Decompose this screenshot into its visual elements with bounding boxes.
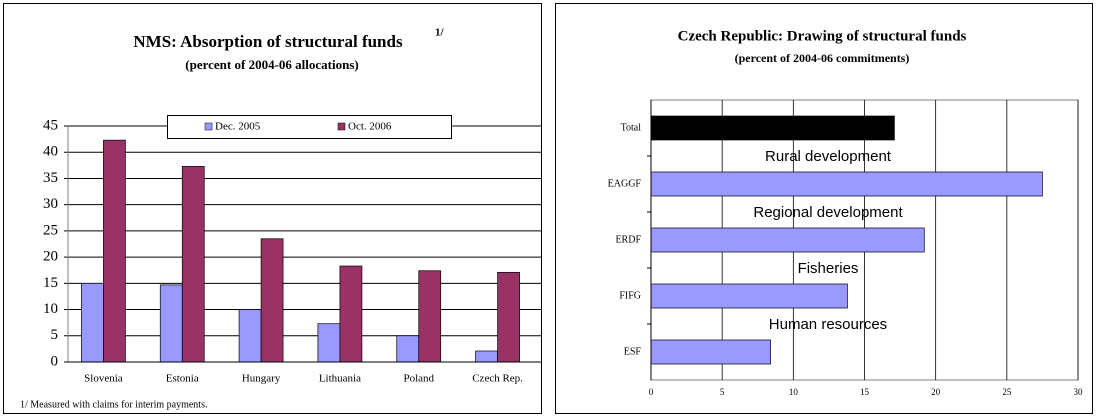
chart-subtitle: (percent of 2004-06 commitments) <box>735 51 910 65</box>
y-tick-label: EAGGF <box>608 178 642 189</box>
x-tick-label: 15 <box>860 387 870 397</box>
bar <box>418 270 442 363</box>
legend-swatch <box>204 122 213 131</box>
bar <box>260 238 284 363</box>
x-tick-label: Estonia <box>166 373 199 385</box>
y-tick-label: 0 <box>51 353 59 369</box>
annotation: Human resources <box>769 316 887 333</box>
x-tick-label: 5 <box>720 387 725 397</box>
y-tick-label: 5 <box>51 327 59 343</box>
bar <box>238 309 262 363</box>
bar <box>81 282 104 363</box>
x-tick-label: 0 <box>649 387 654 397</box>
bar <box>650 283 848 309</box>
x-tick-label: 10 <box>789 387 799 397</box>
x-tick-label: 20 <box>931 387 941 397</box>
y-tick-label: 35 <box>43 170 58 186</box>
y-tick-label: 20 <box>43 249 58 265</box>
x-tick-label: Lithuania <box>319 373 361 385</box>
y-tick-label: ERDF <box>615 234 641 245</box>
bar <box>650 171 1043 197</box>
x-tick-label: 25 <box>1002 387 1012 397</box>
y-tick-label: Total <box>621 122 642 133</box>
x-tick-label: Poland <box>403 373 434 385</box>
bar <box>497 271 520 363</box>
y-tick-label: 40 <box>43 144 58 160</box>
legend-swatch <box>337 122 346 131</box>
annotation: Regional development <box>753 204 903 221</box>
x-tick-label: Czech Rep. <box>472 373 523 385</box>
x-tick-label: Slovenia <box>84 373 123 385</box>
bar <box>650 115 895 141</box>
bar <box>475 350 498 363</box>
y-tick-label: FIFG <box>619 290 641 301</box>
y-tick-label: 45 <box>43 117 58 133</box>
annotation: Rural development <box>765 148 892 165</box>
y-tick-label: 25 <box>43 222 58 238</box>
chart-title: NMS: Absorption of structural funds <box>133 32 403 51</box>
legend-label: Oct. 2006 <box>348 121 392 133</box>
annotation: Fisheries <box>798 260 859 277</box>
y-tick-label: 15 <box>43 275 58 291</box>
y-tick-label: 10 <box>43 301 58 317</box>
title-note: 1/ <box>435 27 445 39</box>
legend-label: Dec. 2005 <box>215 121 261 133</box>
bar <box>650 339 771 365</box>
bar <box>181 166 205 363</box>
footnote: 1/ Measured with claims for interim paym… <box>20 399 207 410</box>
bar <box>103 139 126 363</box>
bar <box>339 265 363 363</box>
chart-title: Czech Republic: Drawing of structural fu… <box>678 28 967 44</box>
y-tick-label: 30 <box>43 196 58 212</box>
legend-box <box>167 115 452 139</box>
bar <box>317 323 341 363</box>
chart-subtitle: (percent of 2004-06 allocations) <box>185 57 358 72</box>
bar <box>159 284 183 363</box>
right-panel <box>555 3 1093 414</box>
bar <box>650 227 925 253</box>
bar <box>396 335 420 363</box>
x-tick-label: Hungary <box>242 373 281 385</box>
y-tick-label: ESF <box>624 346 642 357</box>
x-tick-label: 30 <box>1074 387 1084 397</box>
